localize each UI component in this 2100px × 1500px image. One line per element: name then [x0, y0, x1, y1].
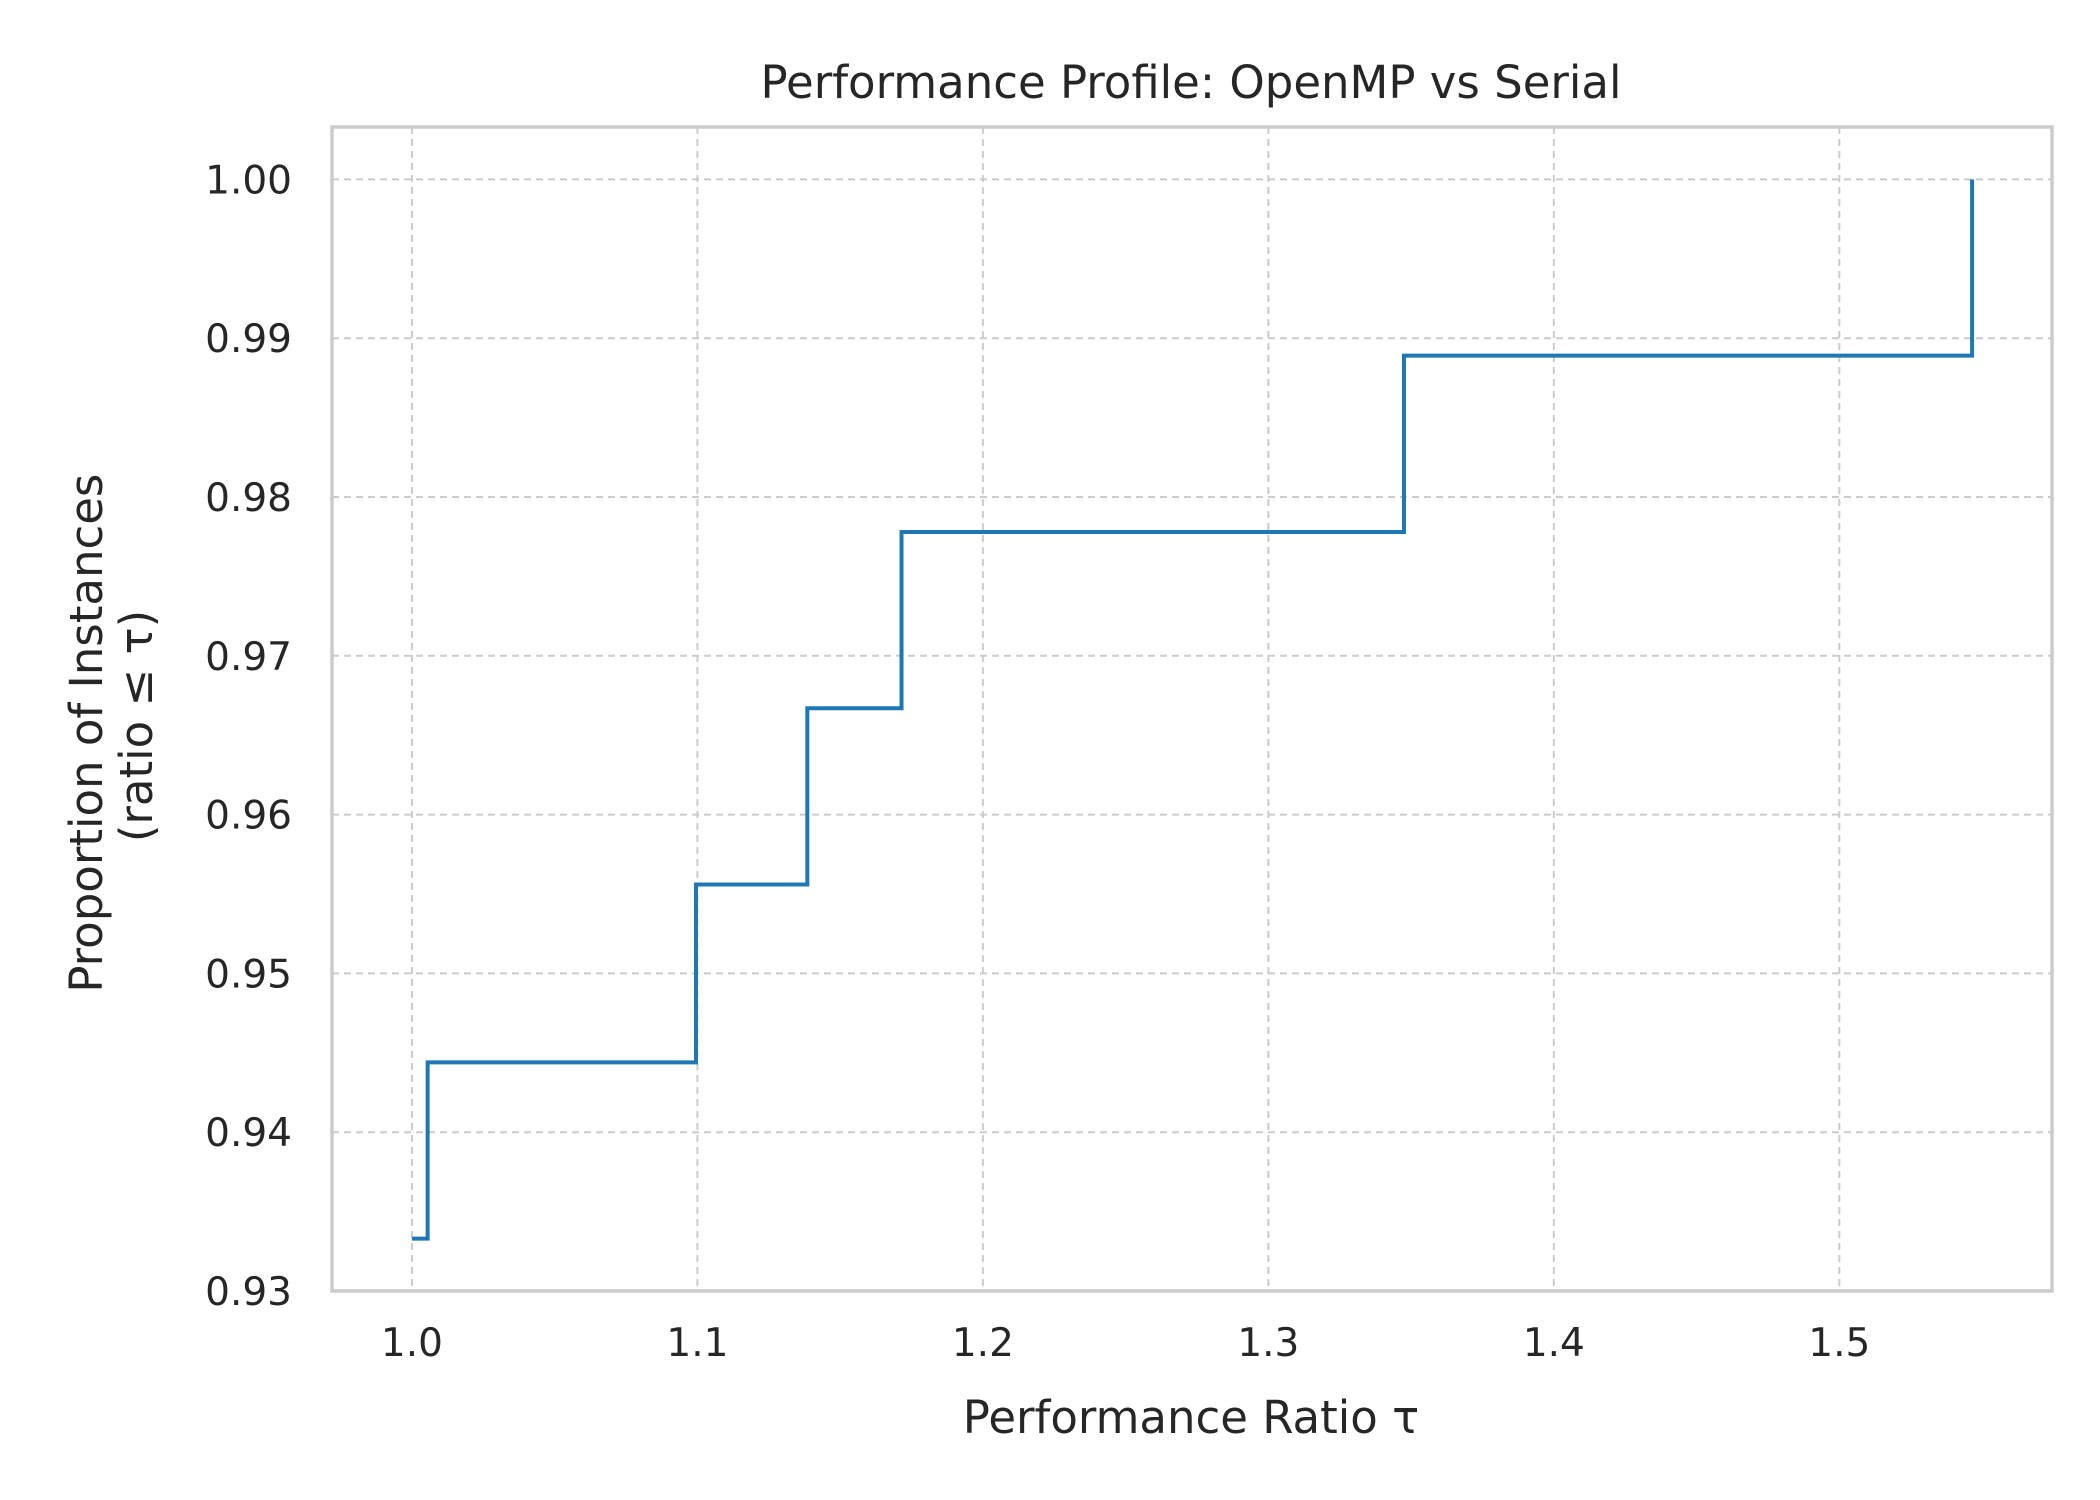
y-axis-label-line-1: Proportion of Instances [60, 474, 113, 993]
y-axis-label: Proportion of Instances (ratio ≤ τ) [60, 459, 163, 992]
y-axis-label-line-2: (ratio ≤ τ) [110, 610, 163, 842]
y-tick-label: 0.94 [205, 1111, 292, 1156]
y-tick-label: 0.97 [205, 635, 292, 680]
x-tick-label: 1.0 [381, 1321, 443, 1366]
x-tick-label: 1.5 [1808, 1321, 1870, 1366]
y-tick-label: 0.96 [205, 794, 292, 839]
y-tick-label: 1.00 [205, 158, 292, 203]
x-tick-labels: 1.0 1.1 1.2 1.3 1.4 1.5 [381, 1321, 1870, 1366]
y-tick-label: 0.93 [205, 1270, 292, 1315]
x-axis-label: Performance Ratio τ [963, 1391, 1419, 1444]
y-tick-label: 0.95 [205, 952, 292, 997]
x-tick-label: 1.1 [666, 1321, 728, 1366]
y-tick-label: 0.98 [205, 476, 292, 521]
plot-frame [330, 125, 2054, 1293]
x-tick-label: 1.3 [1237, 1321, 1299, 1366]
series-layer [411, 179, 1975, 1241]
x-tick-label: 1.2 [952, 1321, 1014, 1366]
y-tick-label: 0.99 [205, 317, 292, 362]
y-tick-labels: 0.93 0.94 0.95 0.96 0.97 0.98 0.99 1.00 [205, 158, 292, 1315]
chart-title: Performance Profile: OpenMP vs Serial [760, 56, 1621, 109]
x-tick-label: 1.4 [1523, 1321, 1585, 1366]
series-line-step [411, 179, 1975, 1241]
